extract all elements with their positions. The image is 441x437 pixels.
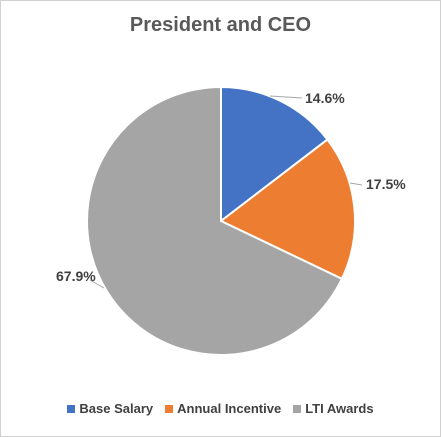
leader-line-base-salary <box>269 95 303 99</box>
pie-slice-annual-incentive <box>219 138 356 281</box>
pie-slice-lti-awards <box>86 85 344 356</box>
legend-item-annual-incentive: Annual Incentive <box>165 401 281 416</box>
legend-swatch-base-salary <box>67 404 76 413</box>
leader-line-lti-awards <box>89 279 105 289</box>
data-label-lti-awards: 67.9% <box>56 268 96 284</box>
legend-label-lti-awards: LTI Awards <box>305 401 374 416</box>
legend-label-annual-incentive: Annual Incentive <box>177 401 282 416</box>
legend-item-base-salary: Base Salary <box>67 401 153 416</box>
pie-slice-base-salary <box>220 85 329 224</box>
legend-swatch-lti-awards <box>293 404 302 413</box>
data-label-base-salary: 14.6% <box>305 90 345 106</box>
chart-legend: Base Salary Annual Incentive LTI Awards <box>0 401 441 416</box>
leader-line-annual-incentive <box>349 182 363 186</box>
legend-label-base-salary: Base Salary <box>79 401 154 416</box>
legend-item-lti-awards: LTI Awards <box>293 401 374 416</box>
chart-title: President and CEO <box>129 14 312 36</box>
legend-swatch-annual-incentive <box>165 404 174 413</box>
data-label-annual-incentive: 17.5% <box>366 176 406 192</box>
